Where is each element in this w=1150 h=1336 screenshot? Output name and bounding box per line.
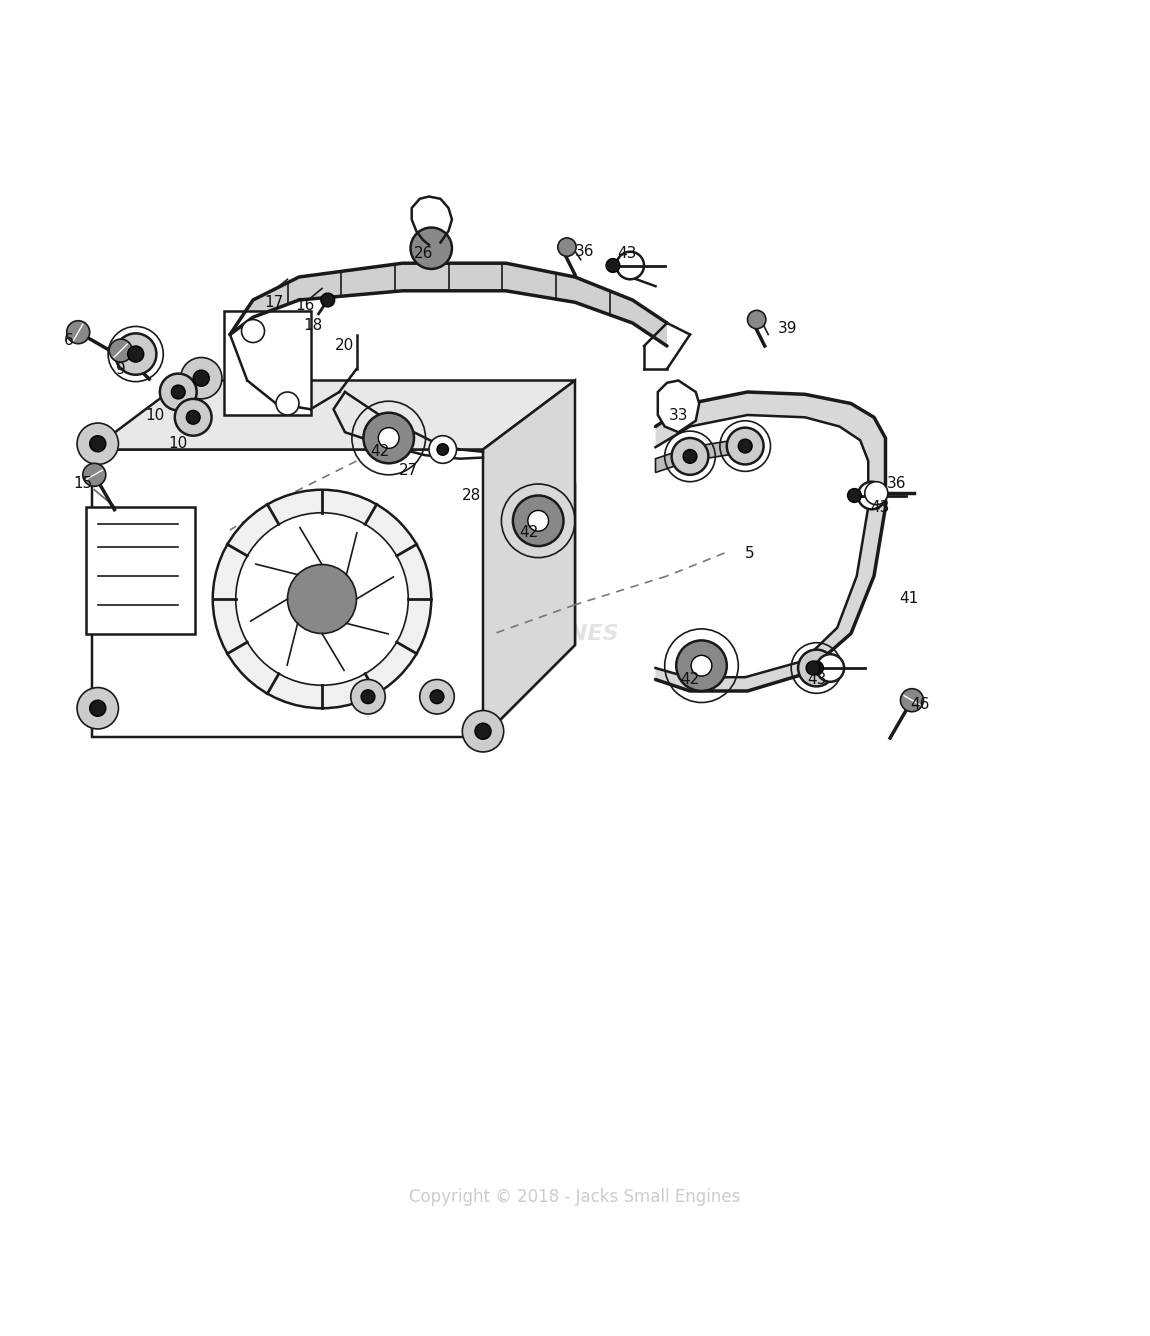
Polygon shape bbox=[656, 438, 748, 473]
Circle shape bbox=[171, 385, 185, 399]
Circle shape bbox=[90, 436, 106, 452]
Text: 26: 26 bbox=[414, 247, 432, 262]
Text: 16: 16 bbox=[296, 298, 314, 313]
Circle shape bbox=[83, 464, 106, 486]
Circle shape bbox=[900, 688, 923, 712]
Circle shape bbox=[420, 680, 454, 713]
Text: 43: 43 bbox=[871, 500, 889, 514]
Text: 5: 5 bbox=[745, 545, 754, 561]
Circle shape bbox=[683, 449, 697, 464]
Polygon shape bbox=[224, 311, 310, 415]
Text: 9: 9 bbox=[116, 362, 125, 377]
Circle shape bbox=[115, 334, 156, 375]
Circle shape bbox=[411, 227, 452, 269]
Circle shape bbox=[429, 436, 457, 464]
Circle shape bbox=[67, 321, 90, 343]
Text: 36: 36 bbox=[888, 477, 906, 492]
Text: 17: 17 bbox=[264, 295, 283, 310]
Polygon shape bbox=[92, 449, 575, 737]
Text: 39: 39 bbox=[779, 321, 797, 337]
Text: 41: 41 bbox=[899, 592, 918, 607]
Circle shape bbox=[288, 565, 356, 633]
Text: 42: 42 bbox=[520, 525, 538, 540]
Circle shape bbox=[672, 438, 708, 474]
Text: Jacks®
SMALL ENGINES: Jacks® SMALL ENGINES bbox=[416, 600, 619, 644]
Circle shape bbox=[806, 661, 820, 675]
Circle shape bbox=[858, 482, 886, 509]
PathPatch shape bbox=[656, 391, 886, 691]
Circle shape bbox=[361, 689, 375, 704]
Circle shape bbox=[738, 440, 752, 453]
Polygon shape bbox=[92, 381, 575, 449]
Circle shape bbox=[77, 688, 118, 729]
Polygon shape bbox=[658, 381, 699, 433]
Circle shape bbox=[430, 689, 444, 704]
PathPatch shape bbox=[230, 263, 667, 346]
Circle shape bbox=[242, 319, 264, 342]
Text: 46: 46 bbox=[911, 697, 929, 712]
Circle shape bbox=[727, 428, 764, 465]
Circle shape bbox=[437, 444, 448, 456]
Text: 42: 42 bbox=[681, 672, 699, 687]
Circle shape bbox=[109, 339, 132, 362]
Circle shape bbox=[848, 489, 861, 502]
Circle shape bbox=[193, 370, 209, 386]
Circle shape bbox=[90, 700, 106, 716]
Circle shape bbox=[606, 259, 620, 273]
Circle shape bbox=[513, 496, 564, 546]
Circle shape bbox=[321, 293, 335, 307]
Circle shape bbox=[865, 482, 888, 505]
Text: 27: 27 bbox=[399, 462, 417, 478]
Text: 42: 42 bbox=[370, 445, 389, 460]
Polygon shape bbox=[483, 381, 575, 737]
Circle shape bbox=[691, 656, 712, 676]
Text: 43: 43 bbox=[618, 247, 636, 262]
Circle shape bbox=[276, 391, 299, 415]
Text: 6: 6 bbox=[64, 333, 74, 347]
Text: 10: 10 bbox=[169, 437, 187, 452]
Circle shape bbox=[619, 254, 642, 277]
Circle shape bbox=[236, 513, 408, 685]
Text: 15: 15 bbox=[74, 477, 92, 492]
Circle shape bbox=[676, 640, 727, 691]
FancyBboxPatch shape bbox=[86, 506, 196, 633]
Circle shape bbox=[816, 655, 844, 681]
Circle shape bbox=[363, 413, 414, 464]
Circle shape bbox=[616, 251, 644, 279]
Circle shape bbox=[528, 510, 549, 532]
Circle shape bbox=[186, 410, 200, 425]
Circle shape bbox=[181, 358, 222, 399]
Circle shape bbox=[378, 428, 399, 449]
Circle shape bbox=[748, 310, 766, 329]
Circle shape bbox=[128, 346, 144, 362]
Text: 18: 18 bbox=[304, 318, 322, 333]
Circle shape bbox=[798, 649, 835, 687]
Text: 10: 10 bbox=[146, 407, 164, 422]
Text: 20: 20 bbox=[336, 338, 354, 354]
Text: Copyright © 2018 - Jacks Small Engines: Copyright © 2018 - Jacks Small Engines bbox=[409, 1188, 741, 1206]
Text: 33: 33 bbox=[669, 407, 688, 422]
Text: 36: 36 bbox=[575, 244, 593, 259]
Circle shape bbox=[558, 238, 576, 257]
Circle shape bbox=[351, 680, 385, 713]
Circle shape bbox=[810, 661, 823, 675]
Circle shape bbox=[77, 424, 118, 465]
Circle shape bbox=[175, 399, 212, 436]
Circle shape bbox=[213, 490, 431, 708]
Text: 43: 43 bbox=[807, 672, 826, 687]
Circle shape bbox=[160, 374, 197, 410]
Circle shape bbox=[462, 711, 504, 752]
Text: 28: 28 bbox=[462, 488, 481, 502]
Circle shape bbox=[475, 723, 491, 739]
